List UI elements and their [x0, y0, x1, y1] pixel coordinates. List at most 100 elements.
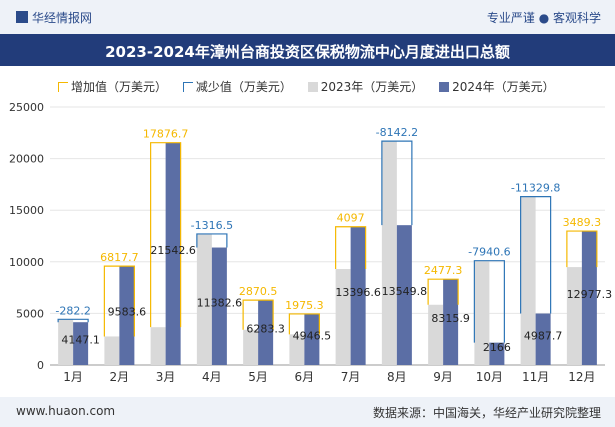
bar-2024 — [489, 342, 505, 365]
bar-2024 — [258, 300, 274, 365]
x-tick-label: 12月 — [568, 370, 595, 384]
x-tick-label: 3月 — [156, 370, 176, 384]
change-label: -8142.2 — [376, 126, 418, 139]
decrease-bracket — [520, 196, 552, 314]
decrease-bracket — [473, 260, 505, 343]
value-label-2024: 13549.8 — [382, 285, 428, 298]
legend-label-decrease: 减少值（万美元） — [195, 80, 292, 94]
x-tick-label: 11月 — [522, 370, 549, 384]
chart-title: 2023-2024年漳州台商投资区保税物流中心月度进出口总额 — [105, 43, 510, 61]
bar-2024 — [304, 313, 320, 365]
footer-source: 数据来源：中国海关，华经产业研究院整理 — [372, 406, 601, 420]
chart-legend: 增加值（万美元） 减少值（万美元） 2023年（万美元） 2024年（万美元） — [58, 78, 567, 95]
increase-bracket — [288, 313, 320, 335]
bar-2023 — [381, 141, 397, 365]
value-label-2024: 9583.6 — [108, 306, 147, 319]
legend-item-increase: 增加值（万美元） — [58, 78, 167, 95]
bar-2023 — [196, 233, 212, 365]
bar-2024 — [535, 313, 551, 365]
title-bar: 2023-2024年漳州台商投资区保税物流中心月度进出口总额 — [0, 34, 615, 66]
footer-bar: www.huaon.com 数据来源：中国海关，华经产业研究院整理 — [0, 397, 615, 427]
value-label-2024: 12977.3 — [567, 288, 613, 301]
change-label: 2870.5 — [239, 285, 278, 298]
x-tick-label: 2月 — [110, 370, 130, 384]
bar-2023 — [474, 260, 490, 365]
brand-logo-icon — [16, 11, 28, 23]
x-tick-label: 9月 — [433, 370, 453, 384]
bar-2024 — [350, 226, 366, 365]
x-tick-label: 7月 — [341, 370, 361, 384]
x-tick-label: 5月 — [248, 370, 268, 384]
bar-2023 — [428, 304, 444, 365]
bar-2024 — [443, 279, 459, 365]
y-tick-label: 0 — [37, 359, 44, 372]
footer-site: www.huaon.com — [16, 404, 116, 418]
brand: 华经情报网 — [16, 9, 92, 26]
legend-label-2024: 2024年（万美元） — [452, 80, 555, 94]
x-tick-label: 8月 — [387, 370, 407, 384]
value-label-2024: 6283.3 — [246, 323, 285, 336]
bar-2024 — [119, 266, 135, 365]
value-label-2024: 4987.7 — [524, 329, 563, 342]
change-label: 3489.3 — [563, 216, 602, 229]
bar-2024 — [211, 247, 227, 365]
legend-label-2023: 2023年（万美元） — [320, 80, 424, 94]
bar-2023 — [150, 327, 166, 365]
legend-item-2024: 2024年（万美元） — [439, 78, 555, 95]
x-tick-label: 4月 — [202, 370, 222, 384]
bar-2023 — [520, 196, 536, 365]
legend-swatch-2023 — [307, 82, 318, 92]
change-label: -282.2 — [55, 304, 90, 317]
value-label-2024: 8315.9 — [431, 312, 470, 325]
legend-swatch-decrease — [182, 82, 193, 92]
change-label: 6817.7 — [100, 251, 139, 264]
bar-2024 — [581, 231, 597, 365]
change-label: -1316.5 — [191, 219, 233, 232]
value-label-2024: 21542.6 — [150, 244, 196, 257]
decrease-bracket — [196, 233, 228, 248]
change-label: -7940.6 — [468, 246, 510, 259]
bar-2023 — [289, 334, 305, 365]
value-label-2024: 4946.5 — [293, 329, 332, 342]
brand-name: 华经情报网 — [32, 11, 93, 25]
bar-2023 — [566, 267, 582, 365]
bar-2023 — [104, 336, 120, 365]
bar-2023 — [58, 319, 74, 365]
value-label-2024: 4147.1 — [61, 334, 100, 347]
y-tick-label: 15000 — [9, 204, 44, 217]
y-tick-label: 5000 — [16, 307, 44, 320]
increase-bracket — [427, 278, 459, 305]
increase-bracket — [335, 226, 367, 270]
increase-bracket — [150, 142, 182, 328]
change-label: 17876.7 — [143, 128, 189, 141]
increase-bracket — [566, 230, 598, 268]
increase-bracket — [103, 265, 135, 337]
x-tick-label: 1月 — [63, 370, 83, 384]
legend-swatch-2024 — [439, 82, 450, 92]
header-bar: 华经情报网 专业严谨 ● 客观科学 — [0, 0, 615, 34]
value-label-2024: 2166 — [483, 341, 511, 354]
bar-2023 — [335, 269, 351, 365]
x-tick-label: 6月 — [295, 370, 315, 384]
y-tick-label: 10000 — [9, 256, 44, 269]
y-tick-label: 20000 — [9, 153, 44, 166]
legend-swatch-increase — [58, 82, 68, 92]
bar-2024 — [396, 225, 412, 365]
legend-item-2023: 2023年（万美元） — [307, 78, 424, 95]
legend-label-increase: 增加值（万美元） — [71, 80, 168, 94]
x-tick-label: 10月 — [476, 370, 503, 384]
increase-bracket — [242, 299, 274, 330]
bar-2024 — [165, 142, 181, 365]
bar-2024 — [73, 322, 89, 365]
legend-item-decrease: 减少值（万美元） — [182, 78, 292, 95]
bar-2023 — [243, 329, 259, 365]
change-label: 1975.3 — [285, 299, 324, 312]
decrease-bracket — [381, 140, 413, 226]
change-label: 4097 — [337, 212, 365, 225]
y-tick-label: 25000 — [9, 101, 44, 114]
decrease-bracket — [57, 318, 89, 323]
value-label-2024: 13396.6 — [335, 286, 381, 299]
value-label-2024: 11382.6 — [197, 296, 243, 309]
change-label: -11329.8 — [511, 182, 560, 195]
